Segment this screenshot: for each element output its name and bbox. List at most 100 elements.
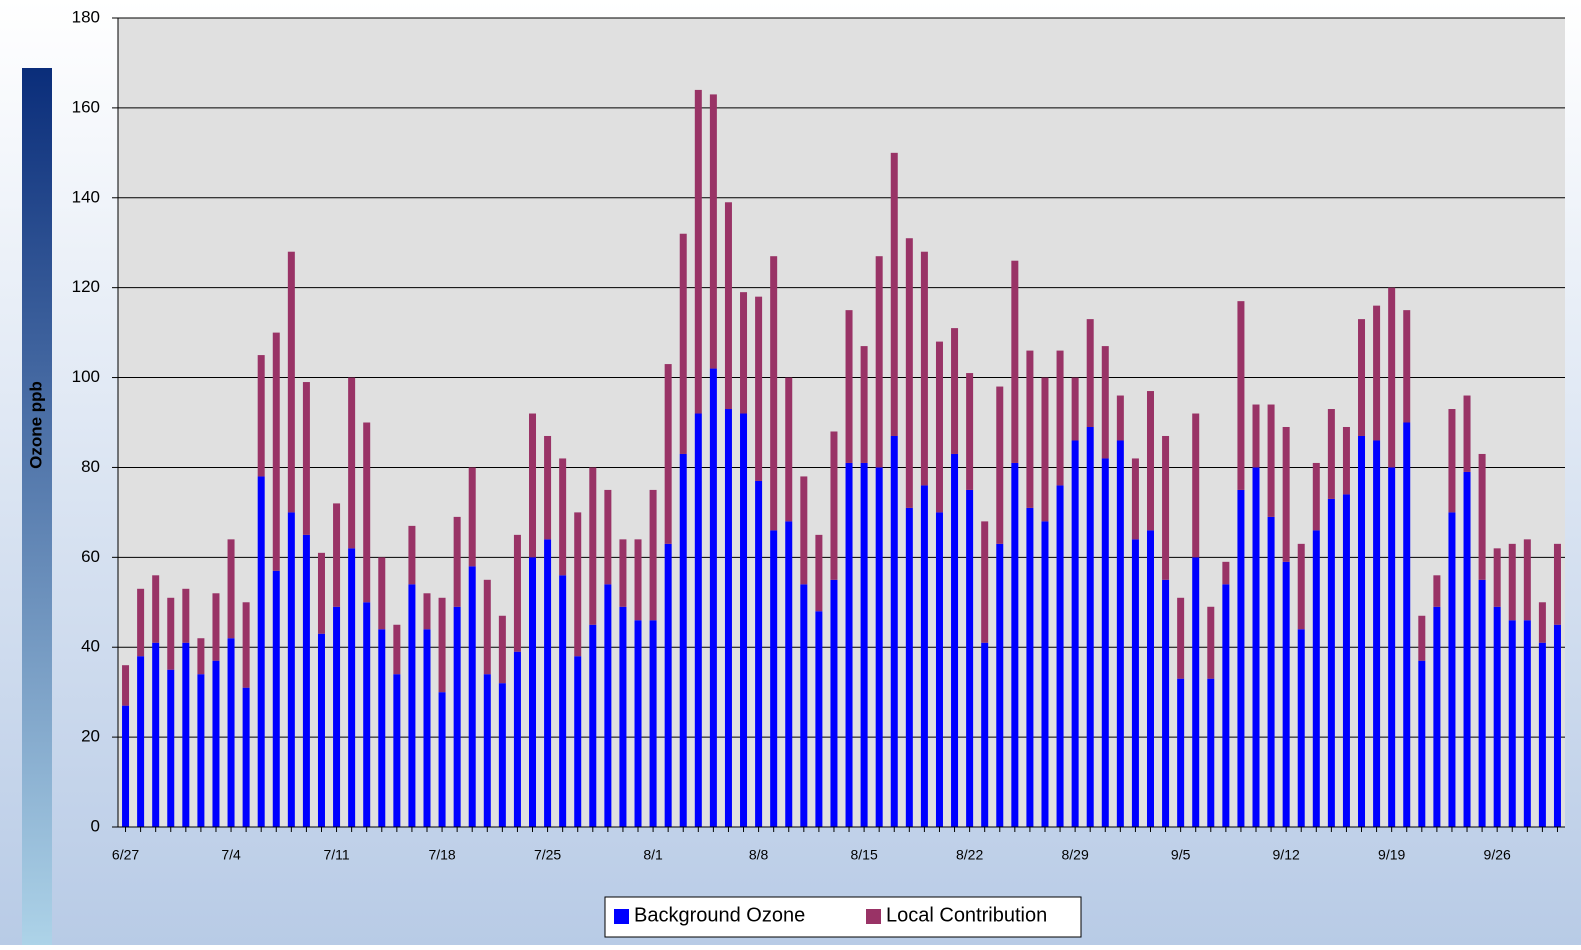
plot-area <box>118 18 1565 827</box>
bar-segment <box>815 611 823 827</box>
bar-segment <box>1056 350 1064 486</box>
bar-segment <box>1508 620 1516 827</box>
bar-segment <box>408 525 416 585</box>
bar-segment <box>1252 467 1260 827</box>
bar-segment <box>1388 287 1396 468</box>
bar-segment <box>1026 507 1034 827</box>
bar-segment <box>1101 458 1109 827</box>
bar-segment <box>122 665 130 706</box>
bar-segment <box>1342 494 1350 827</box>
bar-segment <box>1267 516 1275 827</box>
bar-segment <box>483 579 491 675</box>
bar-segment <box>1086 426 1094 827</box>
bar-segment <box>574 512 582 657</box>
bar-segment <box>920 251 928 486</box>
bar-segment <box>860 346 868 463</box>
x-tick-label: 8/22 <box>956 847 983 863</box>
bar-segment <box>559 458 567 576</box>
bar-segment <box>1131 539 1139 827</box>
bar-segment <box>1358 319 1366 436</box>
bar-segment <box>257 355 265 477</box>
bar-segment <box>393 624 401 675</box>
bar-segment <box>1448 409 1456 513</box>
bar-segment <box>348 377 356 549</box>
x-tick-label: 8/1 <box>643 847 663 863</box>
bar-segment <box>1327 498 1335 827</box>
bar-segment <box>1433 606 1441 827</box>
bar-segment <box>770 530 778 827</box>
bar-segment <box>333 606 341 827</box>
bar-segment <box>1403 422 1411 827</box>
bar-segment <box>694 413 702 827</box>
bar-segment <box>604 489 612 585</box>
bar-segment <box>1342 426 1350 495</box>
bar-segment <box>755 296 763 481</box>
bar-segment <box>1177 597 1185 679</box>
bar-segment <box>483 674 491 827</box>
bar-segment <box>242 687 250 827</box>
x-tick-label: 8/8 <box>749 847 769 863</box>
y-tick-label: 160 <box>72 97 100 116</box>
bar-segment <box>740 413 748 827</box>
y-tick-label: 40 <box>81 637 100 656</box>
bar-segment <box>1508 543 1516 621</box>
bar-segment <box>1448 512 1456 827</box>
bar-segment <box>378 557 386 630</box>
bar-segment <box>1312 530 1320 827</box>
bar-segment <box>905 238 913 508</box>
x-tick-label: 9/26 <box>1484 847 1511 863</box>
x-tick-label: 8/29 <box>1062 847 1089 863</box>
bar-segment <box>438 597 446 693</box>
bar-segment <box>212 660 220 827</box>
bar-segment <box>935 341 943 513</box>
y-label-band <box>22 68 52 945</box>
x-tick-label: 9/12 <box>1273 847 1300 863</box>
bar-segment <box>498 683 506 827</box>
bar-segment <box>679 233 687 454</box>
bar-segment <box>1041 521 1049 827</box>
bar-segment <box>1297 543 1305 630</box>
bar-segment <box>830 579 838 827</box>
bar-segment <box>1538 642 1546 827</box>
bar-segment <box>227 638 235 827</box>
bar-segment <box>272 570 280 827</box>
bar-segment <box>1373 305 1381 441</box>
bar-segment <box>860 462 868 827</box>
bar-segment <box>378 629 386 827</box>
bar-segment <box>1553 543 1561 625</box>
bar-segment <box>1071 440 1079 827</box>
bar-segment <box>1267 404 1275 517</box>
bar-segment <box>875 467 883 827</box>
bar-segment <box>785 377 793 522</box>
bar-segment <box>1177 678 1185 827</box>
bar-segment <box>920 485 928 827</box>
bar-segment <box>770 256 778 531</box>
bar-segment <box>619 606 627 827</box>
bar-segment <box>408 584 416 827</box>
y-tick-label: 20 <box>81 727 100 746</box>
bar-segment <box>1463 395 1471 472</box>
bar-segment <box>167 669 175 827</box>
bar-segment <box>1418 660 1426 827</box>
bar-segment <box>1222 584 1230 827</box>
bar-segment <box>257 476 265 827</box>
bar-segment <box>1192 413 1200 558</box>
bar-segment <box>951 453 959 827</box>
bar-segment <box>679 453 687 827</box>
y-tick-label: 80 <box>81 457 100 476</box>
bar-segment <box>664 543 672 827</box>
x-tick-label: 7/25 <box>534 847 561 863</box>
bar-segment <box>1478 579 1486 827</box>
bar-segment <box>1116 440 1124 827</box>
bar-segment <box>1463 471 1471 827</box>
bar-segment <box>302 382 310 535</box>
bar-segment <box>317 552 325 634</box>
bar-segment <box>905 507 913 827</box>
legend-label: Local Contribution <box>886 904 1047 926</box>
bar-segment <box>845 462 853 827</box>
bar-segment <box>1162 579 1170 827</box>
bar-segment <box>890 435 898 827</box>
bar-segment <box>212 593 220 661</box>
